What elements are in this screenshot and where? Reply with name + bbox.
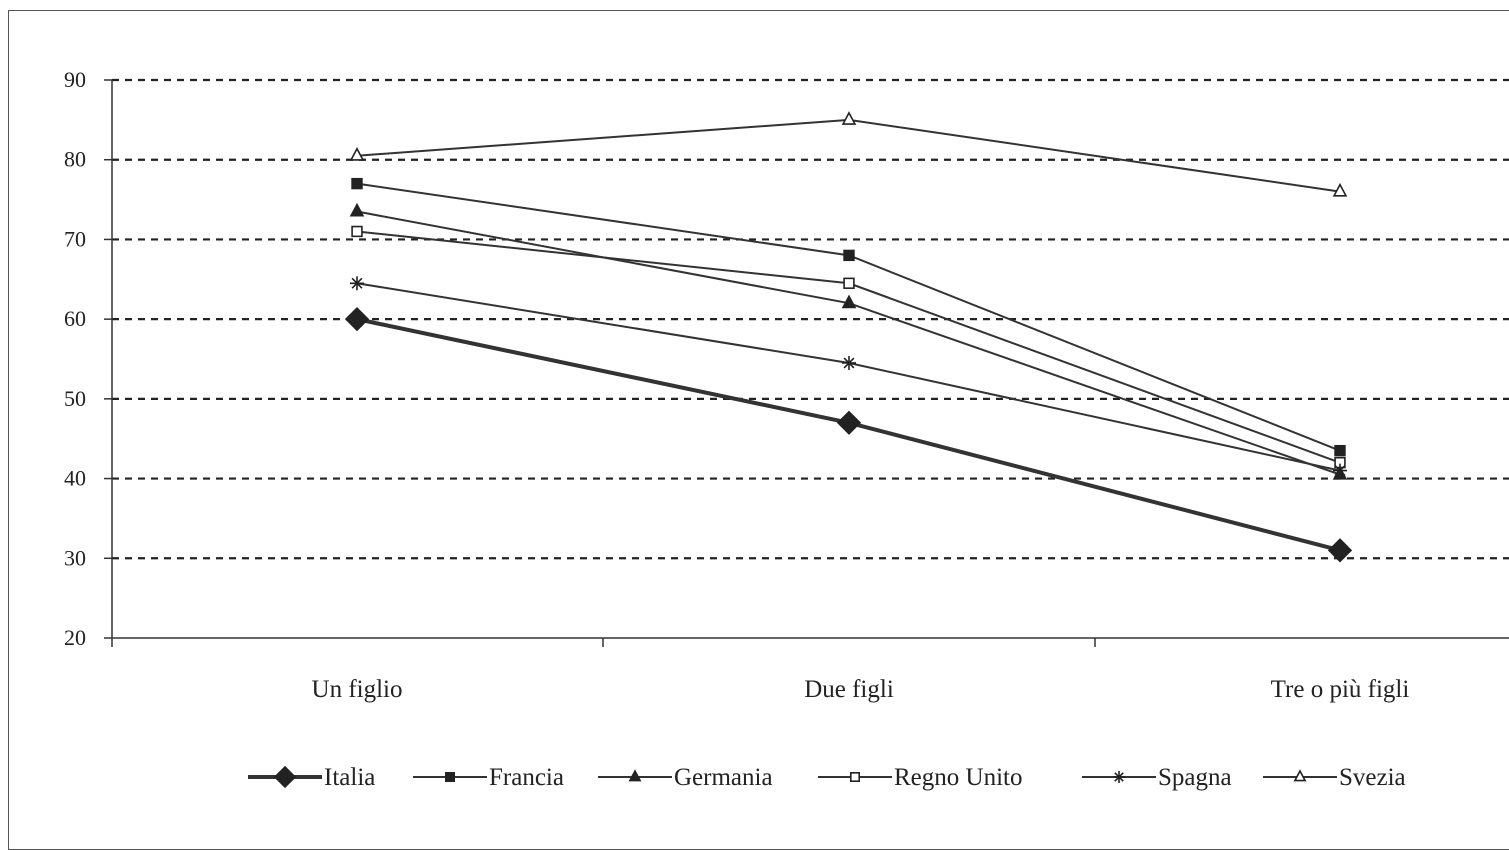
data-point [836,410,862,435]
y-tick-label: 90 [64,67,86,92]
legend: Italia Francia Germania Regno Unito Spagna Sv… [248,764,1406,791]
series-line [356,282,1341,472]
x-category-labels: Un figlio Due figli Tre o più figli [312,676,1410,703]
x-category-label: Un figlio [312,676,403,703]
series-5 [349,111,1348,197]
gridlines [112,78,1509,560]
chart-frame [8,10,1509,850]
data-point [349,202,365,217]
legend-label: Francia [489,764,564,791]
legend-label: Italia [324,764,375,791]
data-point [841,294,857,309]
legend-label: Svezia [1339,764,1406,791]
data-point [351,225,363,238]
x-category-label: Due figli [804,676,894,703]
data-point [843,277,855,289]
series-4 [350,276,1347,478]
y-tick-label: 40 [64,466,86,491]
legend-marker [1113,771,1125,783]
legend-item: Svezia [1263,764,1406,791]
data-point [1333,463,1347,478]
y-tick-label: 50 [64,386,86,411]
series-line [356,182,1341,452]
y-tick-labels: 20 30 40 50 60 70 80 90 [64,67,86,650]
data-point [1327,538,1353,563]
data-point [1334,444,1346,457]
y-tick-label: 60 [64,306,86,331]
legend-item: Italia [248,764,375,791]
legend-item: Francia [413,764,564,791]
line-chart: 20 30 40 50 60 70 80 90 Un figlio Due figli Tre o… [64,67,1509,791]
legend-marker [1293,769,1307,782]
data-point [349,147,365,161]
data-point [843,249,855,262]
series-3 [351,225,1346,469]
data-point [351,177,363,190]
x-category-label: Tre o più figli [1271,676,1410,703]
series-1 [351,177,1346,457]
series-line [356,317,1341,553]
data-point [344,307,370,332]
data-point [350,276,364,291]
series-lines [344,111,1353,563]
data-point [841,111,857,125]
y-tick-label: 20 [64,625,86,650]
legend-label: Germania [674,764,773,791]
legend-marker [628,769,642,782]
legend-marker [444,771,455,782]
legend-label: Regno Unito [894,764,1022,791]
legend-marker [849,771,860,782]
y-tick-label: 80 [64,147,86,172]
y-tick-label: 70 [64,226,86,251]
data-point [1332,182,1348,197]
data-point [842,355,856,370]
y-tick-label: 30 [64,545,86,570]
legend-item: Germania [598,764,773,791]
axes [104,79,1509,647]
legend-marker [273,765,297,789]
series-line [356,118,1341,193]
legend-item: Spagna [1082,764,1232,791]
legend-label: Spagna [1158,764,1232,791]
legend-item: Regno Unito [818,764,1022,791]
series-0 [344,307,1353,563]
